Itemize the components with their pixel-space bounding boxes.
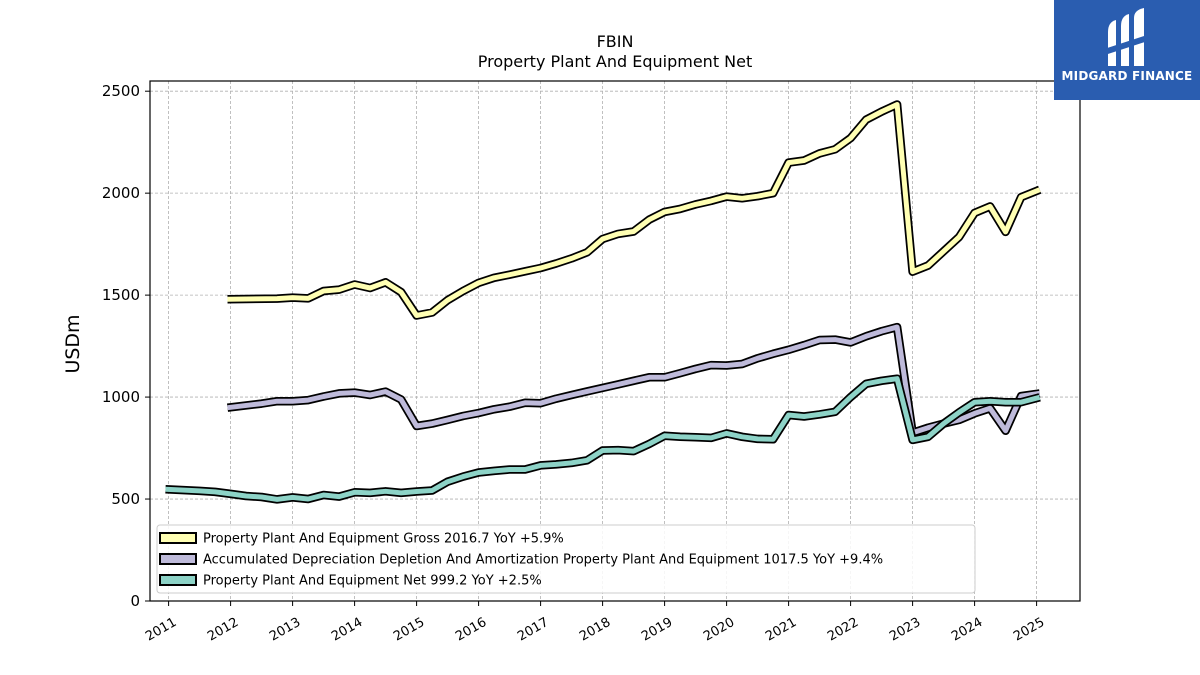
x-tick-label: 2020 bbox=[701, 615, 737, 645]
y-tick-label: 1500 bbox=[102, 286, 140, 304]
x-tick-label: 2015 bbox=[391, 615, 427, 645]
x-tick-label: 2012 bbox=[205, 615, 241, 645]
grid-lines bbox=[150, 81, 1080, 601]
y-tick-label: 2500 bbox=[102, 82, 140, 100]
legend-swatch-2 bbox=[159, 574, 197, 586]
chart-subtitle: Property Plant And Equipment Net bbox=[478, 52, 753, 71]
legend-box bbox=[156, 524, 976, 594]
logo-text: MIDGARD FINANCE bbox=[1061, 69, 1193, 83]
y-tick-label: 1000 bbox=[102, 388, 140, 406]
y-tick-label: 0 bbox=[130, 592, 140, 610]
legend: Property Plant And Equipment Gross 2016.… bbox=[156, 524, 976, 594]
x-tick-label: 2011 bbox=[143, 615, 179, 645]
x-tick-label: 2021 bbox=[763, 615, 799, 645]
x-tick-label: 2023 bbox=[887, 615, 923, 645]
y-tick-label: 2000 bbox=[102, 184, 140, 202]
logo-mark-icon bbox=[1106, 8, 1146, 66]
legend-label-0: Property Plant And Equipment Gross 2016.… bbox=[203, 532, 564, 547]
chart-title: FBIN bbox=[597, 32, 634, 51]
legend-label-2: Property Plant And Equipment Net 999.2 Y… bbox=[203, 574, 542, 589]
series-lines bbox=[165, 100, 1042, 504]
legend-swatch-1 bbox=[159, 553, 197, 565]
x-tick-label: 2018 bbox=[577, 615, 613, 645]
x-tick-label: 2022 bbox=[825, 615, 861, 645]
x-tick-label: 2016 bbox=[453, 615, 489, 645]
series-line-2 bbox=[165, 376, 1041, 502]
legend-label-1: Accumulated Depreciation Depletion And A… bbox=[203, 553, 883, 568]
x-tick-label: 2019 bbox=[639, 615, 675, 645]
y-tick-label: 500 bbox=[111, 490, 140, 508]
series-line-0 bbox=[227, 102, 1041, 318]
x-tick-label: 2014 bbox=[329, 615, 365, 645]
x-tick-label: 2025 bbox=[1011, 615, 1047, 645]
legend-swatch-0 bbox=[159, 532, 197, 544]
series-line-1 bbox=[227, 324, 1041, 436]
x-tick-label: 2024 bbox=[949, 615, 985, 645]
brand-logo: MIDGARD FINANCE bbox=[1054, 0, 1200, 100]
x-tick-label: 2017 bbox=[515, 615, 551, 645]
plot-frame bbox=[149, 80, 1081, 602]
x-tick-label: 2013 bbox=[267, 615, 303, 645]
y-axis-label: USDm bbox=[62, 314, 84, 373]
